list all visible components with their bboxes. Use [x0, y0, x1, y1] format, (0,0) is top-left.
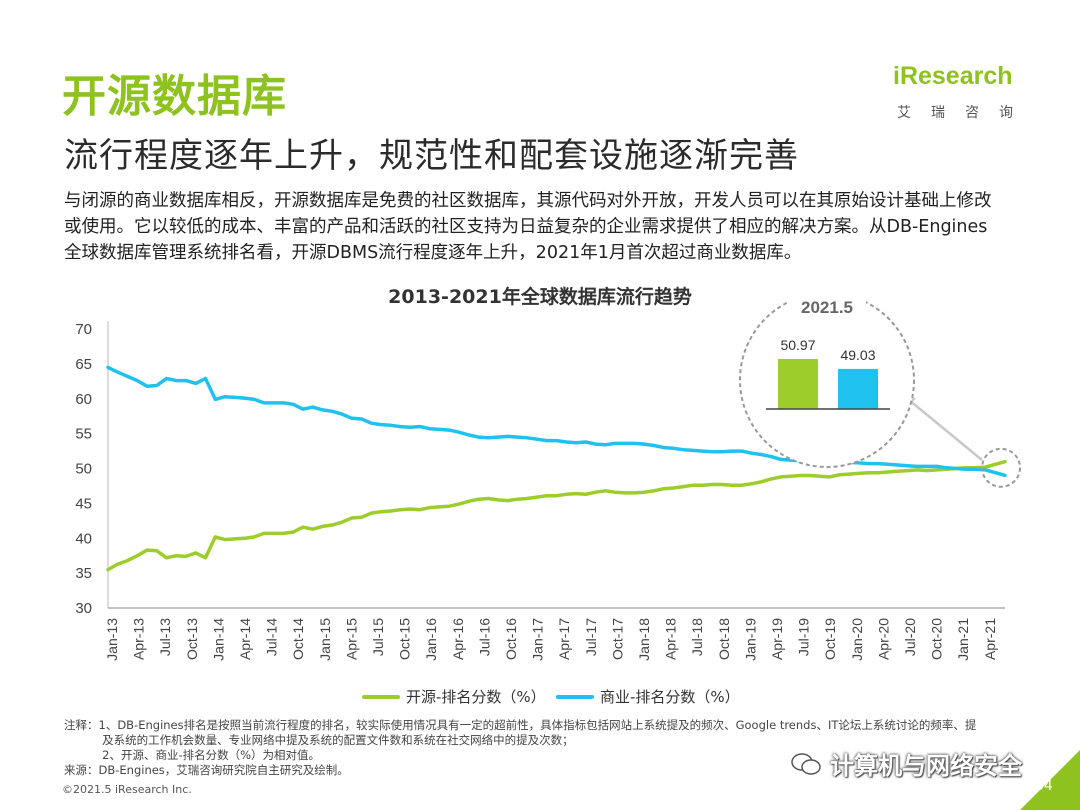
- description: 与闭源的商业数据库相反，开源数据库是免费的社区数据库，其源代码对外开放，开发人员…: [64, 188, 1024, 266]
- description-line-2: 或使用。它以较低的成本、丰富的产品和活跃的社区支持为日益复杂的企业需求提供了相应…: [64, 217, 988, 237]
- y-tick-label: 65: [75, 356, 92, 373]
- x-tick-label: Apr-18: [663, 618, 679, 660]
- x-tick-label: Jul-15: [370, 618, 386, 656]
- callout-bar-label: 49.03: [840, 347, 875, 363]
- x-tick-label: Jan-19: [742, 618, 758, 661]
- highlight-circle: [981, 447, 1021, 488]
- line-chart: 30 35 40 45 50 55 60 65 70 Jan-13 Apr-13 Jul-13 Oct-…: [75, 292, 1021, 661]
- x-tick-label: Jan-16: [423, 618, 439, 661]
- watermark: 计算机与网络安全: [790, 746, 1022, 781]
- page-subtitle: 流行程度逐年上升，规范性和配套设施逐渐完善: [64, 136, 799, 176]
- legend-item-commercial: 商业-排名分数（%）: [556, 686, 740, 707]
- y-tick-label: 30: [75, 600, 92, 617]
- x-tick-label: Jul-13: [157, 618, 173, 656]
- callout-circle: [739, 292, 915, 468]
- x-tick-label: Apr-13: [131, 618, 147, 660]
- y-tick-label: 60: [75, 391, 92, 408]
- callout-label-bg: [788, 292, 866, 318]
- x-tick-label: Oct-17: [609, 618, 625, 660]
- note-line-2: 及系统的工作机会数量、专业网络中提及系统的配置文件数和系统在社交网络中的提及次数…: [64, 733, 574, 747]
- x-tick-label: Apr-14: [237, 618, 253, 660]
- iresearch-logo: iResearch 艾瑞咨询: [893, 62, 1033, 122]
- x-tick-label: Jul-19: [796, 618, 812, 656]
- x-tick-label: Oct-19: [822, 618, 838, 660]
- x-tick-label: Jul-18: [689, 618, 705, 656]
- x-tick-label: Jan-18: [636, 618, 652, 661]
- x-tick-label: Jul-20: [902, 618, 918, 656]
- series-line-open-source: [106, 459, 1007, 572]
- page-title: 开源数据库: [62, 71, 287, 122]
- x-tick-label: Jan-21: [955, 618, 971, 661]
- x-tick-label: Apr-15: [343, 618, 359, 660]
- x-tick-label: Apr-17: [556, 618, 572, 660]
- x-tick-label: Oct-13: [184, 618, 200, 660]
- description-line-1: 与闭源的商业数据库相反，开源数据库是免费的社区数据库，其源代码对外开放，开发人员…: [64, 191, 992, 211]
- copyright-footer: ©2021.5 iResearch Inc.: [62, 783, 192, 796]
- callout-bar-label: 50.97: [780, 337, 815, 353]
- y-tick-label: 55: [75, 426, 92, 443]
- x-tick-label: Jul-14: [264, 618, 280, 656]
- x-tick-label: Apr-16: [450, 618, 466, 660]
- legend-item-open-source: 开源-排名分数（%）: [362, 686, 546, 707]
- logo-text: iResearch: [893, 62, 1013, 90]
- callout-label: 2021.5: [801, 298, 853, 317]
- y-tick-label: 40: [75, 530, 92, 547]
- watermark-text: 计算机与网络安全: [830, 752, 1022, 780]
- x-tick-label: Oct-14: [290, 618, 306, 660]
- x-tick-label: Apr-19: [769, 618, 785, 660]
- y-tick-label: 45: [75, 495, 92, 512]
- corner-decoration: [1020, 750, 1080, 810]
- note-line-1: 注释：1、DB-Engines排名是按照当前流行程度的排名，较实际使用情况具有一…: [64, 718, 977, 732]
- legend-label-open-source: 开源-排名分数（%）: [406, 688, 546, 706]
- x-tick-label: Jan-17: [530, 618, 546, 661]
- callout-connector: [908, 399, 983, 461]
- x-tick-label: Jan-20: [849, 618, 865, 661]
- x-tick-label: Jul-16: [476, 618, 492, 656]
- y-tick-label: 50: [75, 461, 92, 478]
- description-line-3: 全球数据库管理系统排名看，开源DBMS流行程度逐年上升，2021年1月首次超过商…: [64, 243, 802, 263]
- y-tick-label: 70: [75, 321, 92, 338]
- notes: 注释：1、DB-Engines排名是按照当前流行程度的排名，较实际使用情况具有一…: [64, 718, 1024, 778]
- note-line-3: 2、开源、商业-排名分数（%）为相对值。: [64, 748, 321, 762]
- logo-cn-text: 艾瑞咨询: [897, 105, 1033, 121]
- x-tick-label: Apr-21: [982, 618, 998, 660]
- x-tick-label: Jan-14: [210, 618, 226, 661]
- x-tick-label: Oct-18: [716, 618, 732, 660]
- x-tick-label: Apr-20: [875, 618, 891, 660]
- x-tick-label: Jul-17: [583, 618, 599, 656]
- x-tick-label: Oct-16: [503, 618, 519, 660]
- legend-label-commercial: 商业-排名分数（%）: [600, 688, 740, 706]
- x-tick-label: Jan-15: [317, 618, 333, 661]
- chart-title: 2013-2021年全球数据库流行趋势: [388, 286, 692, 308]
- y-tick-label: 35: [75, 565, 92, 582]
- page-number: 34: [1035, 778, 1053, 794]
- note-line-4: 来源：DB-Engines，艾瑞咨询研究院自主研究及绘制。: [64, 763, 349, 777]
- x-tick-label: Jan-13: [104, 618, 120, 661]
- x-tick-label: Oct-20: [929, 618, 945, 660]
- callout-bar-open-source: [778, 359, 818, 409]
- x-tick-label: Oct-15: [397, 618, 413, 660]
- wechat-icon: [791, 752, 821, 775]
- legend-swatch-commercial: [556, 694, 594, 699]
- legend-swatch-open-source: [362, 694, 400, 699]
- callout-bar-commercial: [838, 368, 878, 409]
